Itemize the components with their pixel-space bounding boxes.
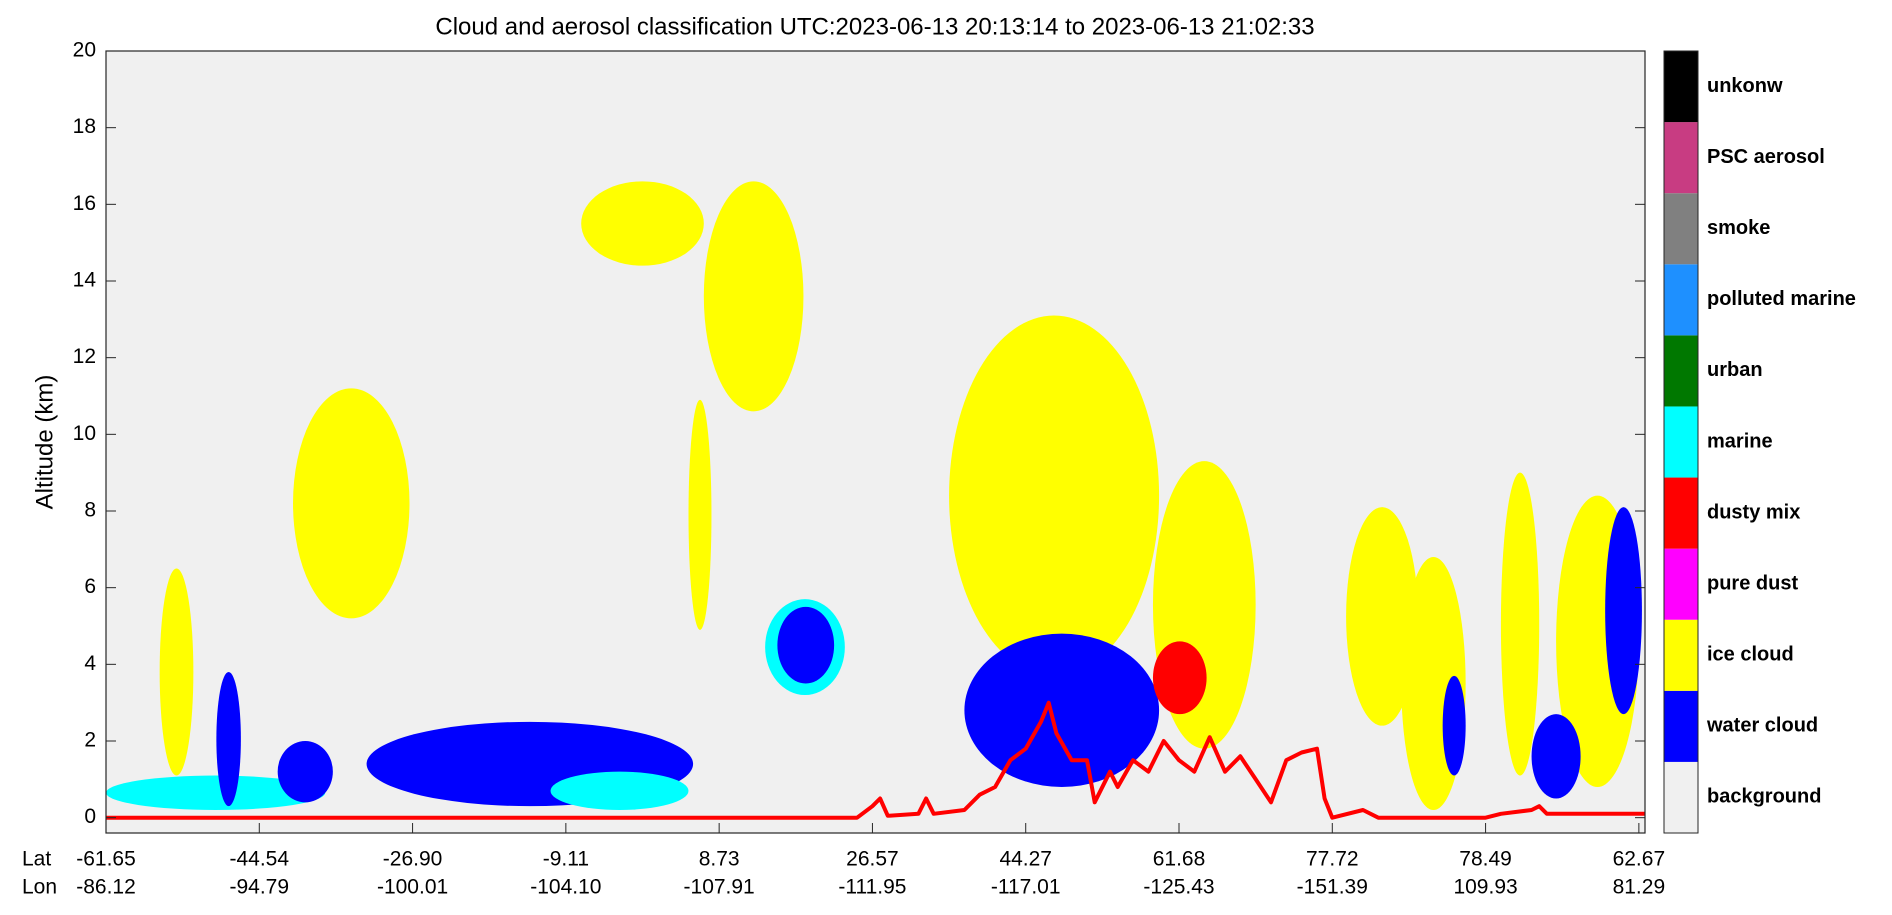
- legend-swatch: [1664, 335, 1698, 407]
- class-region: [964, 633, 1160, 787]
- x-tick-label: -117.01: [991, 876, 1061, 899]
- x-tick-label: -26.90: [383, 848, 443, 871]
- class-region: [777, 606, 835, 684]
- x-tick-label: 77.72: [1306, 848, 1359, 871]
- legend-label: dusty mix: [1707, 501, 1800, 523]
- class-region: [106, 775, 326, 810]
- class-region: [1442, 675, 1466, 776]
- legend-label: urban: [1707, 359, 1763, 381]
- legend-swatch: [1664, 477, 1698, 549]
- x-row-label: Lat: [22, 848, 51, 871]
- legend-label: PSC aerosol: [1707, 146, 1825, 168]
- legend-swatch: [1664, 264, 1698, 336]
- y-axis-label: Altitude (km): [31, 375, 58, 510]
- x-tick-label: -151.39: [1297, 876, 1368, 899]
- class-region: [159, 568, 194, 776]
- y-tick-label: 8: [84, 499, 96, 522]
- x-tick-label: 8.73: [699, 848, 740, 871]
- legend-swatch: [1664, 619, 1698, 691]
- legend-label: unkonw: [1707, 75, 1783, 97]
- plot-frame: [105, 50, 1646, 834]
- x-tick-label: 109.93: [1453, 876, 1517, 899]
- legend-label: marine: [1707, 430, 1773, 452]
- x-tick-label: -61.65: [76, 848, 136, 871]
- x-tick-label: -86.12: [76, 876, 136, 899]
- legend-label: background: [1707, 786, 1821, 808]
- class-region: [550, 771, 689, 810]
- x-tick-label: -125.43: [1143, 876, 1214, 899]
- x-tick-label: 62.67: [1613, 848, 1666, 871]
- class-region: [949, 315, 1160, 676]
- y-tick-label: 2: [84, 729, 96, 752]
- y-tick-label: 12: [73, 345, 96, 368]
- class-region: [293, 388, 410, 619]
- x-tick-label: 26.57: [846, 848, 899, 871]
- y-tick-label: 4: [84, 652, 96, 675]
- class-region: [703, 181, 804, 412]
- legend-swatch: [1664, 761, 1698, 833]
- x-tick-label: 44.27: [999, 848, 1052, 871]
- y-tick-label: 20: [73, 39, 96, 62]
- class-region: [1605, 507, 1642, 715]
- colorbar-frame: [1663, 50, 1699, 834]
- legend-label: water cloud: [1706, 715, 1818, 737]
- class-region: [1152, 641, 1207, 715]
- legend-swatch: [1664, 122, 1698, 194]
- y-tick-label: 0: [84, 805, 96, 828]
- x-tick-label: 61.68: [1153, 848, 1206, 871]
- class-region: [1346, 507, 1419, 726]
- legend-swatch: [1664, 548, 1698, 620]
- legend-label: polluted marine: [1707, 288, 1856, 310]
- legend-label: ice cloud: [1707, 644, 1794, 666]
- x-tick-label: -9.11: [543, 848, 589, 871]
- class-region: [581, 181, 704, 266]
- x-tick-label: 78.49: [1459, 848, 1512, 871]
- x-tick-label: -44.54: [230, 848, 290, 871]
- y-tick-label: 14: [73, 269, 97, 292]
- legend-swatch: [1664, 406, 1698, 478]
- x-tick-label: -100.01: [377, 876, 448, 899]
- y-tick-label: 10: [73, 422, 96, 445]
- class-region: [1500, 472, 1540, 776]
- x-tick-label: -104.10: [530, 876, 601, 899]
- x-tick-label: -107.91: [684, 876, 755, 899]
- class-region: [688, 399, 712, 630]
- x-tick-label: -94.79: [230, 876, 290, 899]
- y-tick-label: 6: [84, 575, 96, 598]
- legend-swatch: [1664, 51, 1698, 123]
- legend-swatch: [1664, 193, 1698, 265]
- class-region: [216, 672, 241, 807]
- class-region: [277, 741, 333, 803]
- legend-label: smoke: [1707, 217, 1770, 239]
- legend-swatch: [1664, 690, 1698, 762]
- x-tick-label: 81.29: [1613, 876, 1666, 899]
- y-tick-label: 16: [73, 192, 96, 215]
- legend-label: pure dust: [1707, 572, 1798, 594]
- chart-title: Cloud and aerosol classification UTC:202…: [435, 13, 1314, 40]
- surface-line: [106, 700, 1645, 820]
- x-tick-label: -111.95: [838, 876, 906, 899]
- class-region: [1531, 714, 1581, 799]
- y-tick-label: 18: [73, 115, 96, 138]
- x-row-label: Lon: [22, 876, 57, 899]
